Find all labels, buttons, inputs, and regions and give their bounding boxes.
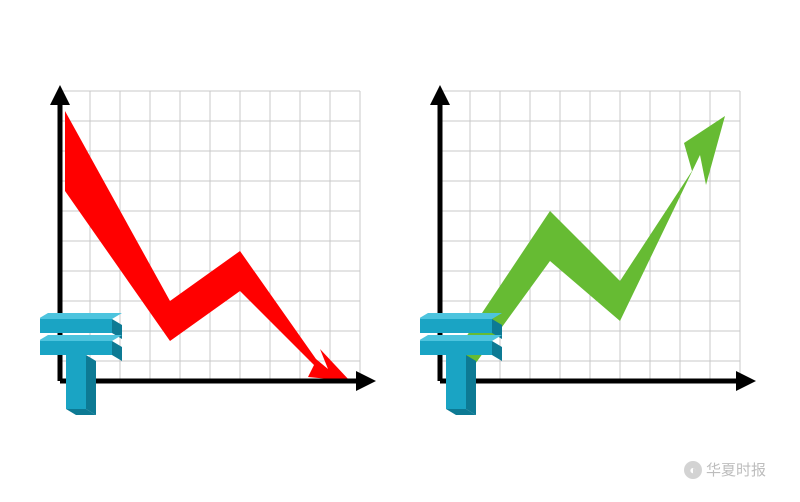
chart-down-svg	[40, 81, 380, 421]
tenge-icon	[420, 313, 502, 415]
watermark-icon: ◐	[684, 461, 702, 479]
charts-container	[0, 0, 800, 502]
tenge-icon	[40, 313, 122, 415]
watermark: ◐ 华夏时报	[684, 459, 766, 480]
chart-down-panel	[40, 81, 380, 421]
chart-up-panel	[420, 81, 760, 421]
chart-up-svg	[420, 81, 760, 421]
watermark-text: 华夏时报	[706, 459, 766, 480]
